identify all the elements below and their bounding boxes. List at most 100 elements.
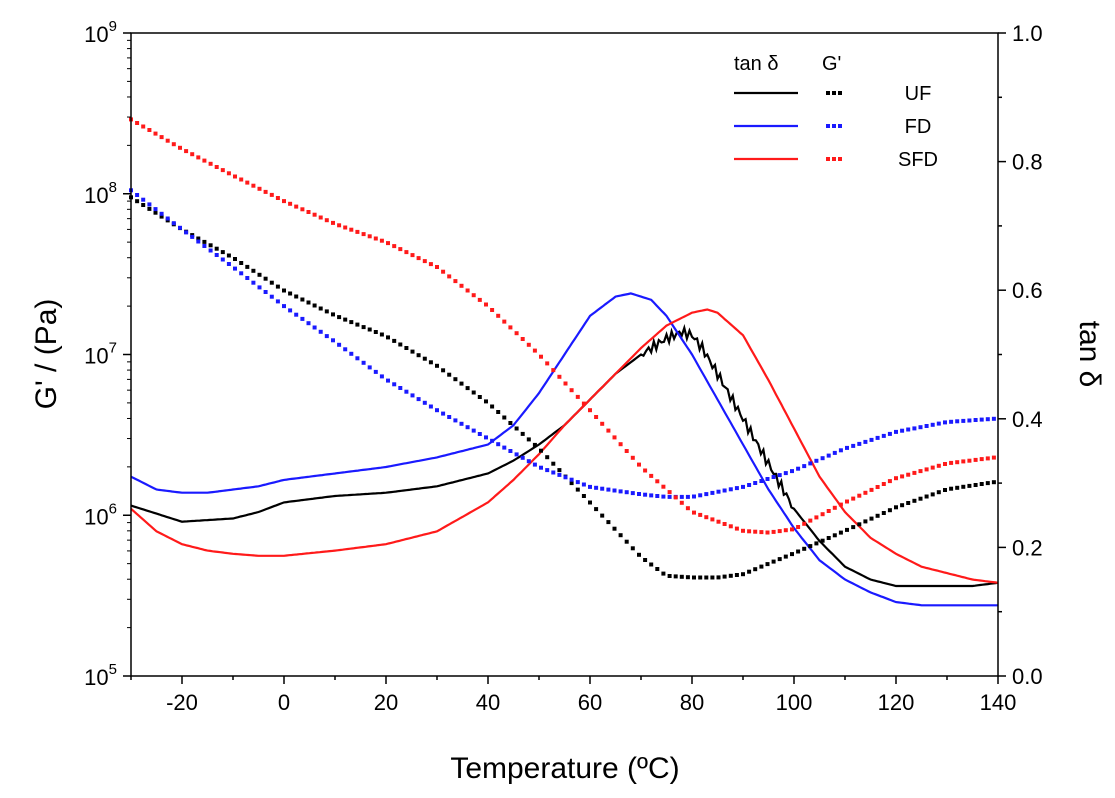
g-prime-point [484, 302, 488, 307]
g-prime-point [178, 145, 182, 150]
g-prime-point [337, 223, 342, 228]
g-prime-point [594, 507, 599, 512]
g-prime-point [887, 431, 892, 436]
g-prime-point [594, 485, 599, 490]
g-prime-point [747, 569, 752, 574]
g-prime-point [832, 505, 837, 510]
g-prime-point [239, 261, 244, 265]
x-tick-label: 80 [680, 690, 704, 715]
y-right-tick-label: 0.8 [1012, 150, 1043, 175]
g-prime-point [226, 262, 231, 266]
g-prime-point [906, 501, 911, 505]
g-prime-point [845, 499, 849, 504]
g-prime-point [245, 180, 250, 185]
g-prime-point [704, 575, 709, 580]
g-prime-point [979, 457, 984, 462]
g-prime-point [545, 361, 550, 366]
g-prime-point [404, 250, 409, 255]
g-prime-point [575, 487, 580, 492]
g-prime-point [667, 574, 672, 578]
g-prime-point [894, 476, 898, 481]
g-prime-point [630, 491, 635, 496]
g-prime-point [141, 203, 146, 207]
g-prime-point [588, 500, 592, 505]
g-prime-point [930, 492, 935, 497]
g-prime-point [741, 572, 745, 577]
g-prime-point [894, 505, 898, 510]
g-prime-point [698, 512, 703, 517]
g-prime-point [410, 253, 415, 258]
g-prime-point [275, 196, 280, 200]
y-left-tick-label: 108 [84, 179, 117, 208]
g-prime-point [747, 483, 752, 487]
g-prime-point [661, 571, 666, 576]
g-prime-point [355, 356, 360, 361]
g-prime-point [900, 428, 905, 433]
g-prime-point [741, 484, 745, 489]
x-tick-label: -20 [166, 690, 198, 715]
g-prime-point [471, 428, 476, 433]
g-prime-point [147, 128, 152, 132]
g-prime-point [514, 331, 519, 336]
g-prime-point [557, 468, 562, 473]
g-prime-point [153, 210, 158, 215]
g-prime-point [875, 485, 880, 489]
g-prime-point [171, 221, 176, 226]
g-prime-point [526, 459, 531, 464]
g-prime-point [428, 262, 433, 267]
y-right-tick-label: 0.4 [1012, 407, 1043, 432]
g-prime-point [220, 257, 225, 262]
g-prime-point [637, 552, 641, 557]
g-prime-point [918, 496, 923, 501]
y-left-tick-label: 105 [84, 661, 117, 690]
g-prime-point [900, 474, 905, 479]
g-prime-point [484, 435, 488, 440]
g-prime-point [790, 527, 794, 532]
g-prime-point [147, 206, 152, 211]
g-prime-point [900, 503, 905, 508]
g-prime-point [165, 138, 170, 143]
g-prime-point [826, 536, 831, 540]
g-prime-point [936, 421, 941, 426]
legend-dot-sfd [826, 157, 830, 161]
g-prime-point [214, 253, 219, 257]
g-prime-point [655, 567, 660, 571]
g-prime-point [838, 448, 843, 453]
g-prime-point [288, 291, 293, 296]
g-prime-point [655, 479, 660, 484]
g-prime-point [594, 415, 599, 419]
g-prime-point [257, 186, 262, 191]
g-prime-point [471, 293, 476, 298]
g-prime-point [300, 316, 305, 321]
g-prime-point [202, 158, 207, 163]
g-prime-point [545, 455, 550, 460]
g-prime-point [777, 557, 782, 562]
g-prime-point [728, 487, 733, 492]
y-right-tick-label: 1.0 [1012, 21, 1043, 46]
g-prime-point [606, 428, 611, 433]
g-prime-point [967, 418, 972, 423]
g-prime-point [581, 401, 586, 406]
g-prime-point [930, 422, 935, 427]
g-prime-point [520, 337, 525, 341]
g-prime-point [618, 533, 623, 538]
g-prime-point [918, 425, 923, 430]
g-prime-point [153, 131, 158, 136]
legend-dot-fd [826, 124, 830, 128]
g-prime-point [943, 462, 947, 466]
g-prime-point [845, 445, 849, 450]
g-prime-point [704, 492, 709, 497]
g-prime-point [214, 165, 219, 169]
y-left-tick-label: 107 [84, 340, 117, 369]
g-prime-point [759, 479, 764, 483]
g-prime-point [912, 426, 917, 431]
g-prime-point [734, 526, 739, 531]
g-prime-point [190, 234, 195, 239]
x-tick-label: 60 [578, 690, 602, 715]
g-prime-point [496, 442, 501, 447]
g-prime-point [288, 201, 293, 206]
g-prime-point [661, 494, 666, 499]
g-prime-point [569, 388, 574, 393]
g-prime-point [367, 365, 372, 370]
g-prime-point [704, 515, 709, 520]
